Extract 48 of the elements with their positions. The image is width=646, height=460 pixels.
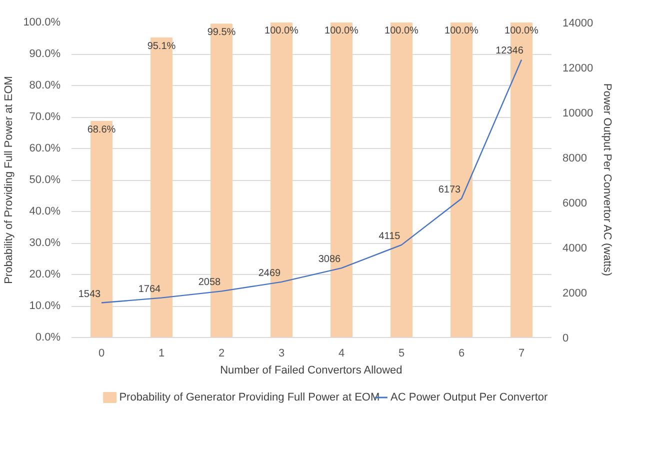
x-tick-label: 6	[458, 348, 465, 360]
y-tick-label: 60.0%	[29, 142, 61, 154]
y-tick-label: 30.0%	[29, 237, 61, 249]
data-label: 6173	[438, 184, 462, 196]
legend-label: AC Power Output Per Convertor	[390, 392, 548, 404]
x-tick-label: 3	[278, 348, 285, 360]
data-label: 3086	[318, 254, 342, 266]
data-label: 1764	[138, 284, 162, 295]
y2-tick-label: 14000	[562, 18, 594, 30]
y-tick-label: 90.0%	[29, 48, 61, 60]
x-tick-label: 7	[518, 348, 525, 360]
data-label: 12346	[496, 46, 524, 57]
y-tick-label: 100.0%	[23, 16, 61, 28]
data-label: 100.0%	[504, 26, 539, 36]
data-label: 99.5%	[207, 27, 236, 38]
data-label: 100.0%	[384, 26, 419, 36]
y-tick-label: 20.0%	[29, 268, 61, 280]
y2-tick-label: 10000	[562, 108, 594, 120]
y2-tick-label: 6000	[562, 198, 587, 210]
y2-tick-label: 4000	[562, 242, 587, 254]
x-tick-label: 0	[98, 348, 105, 360]
y-axis-title: Probability of Providing Full Power at EOM	[3, 76, 16, 284]
y2-tick-label: 2000	[562, 288, 587, 300]
data-label: 68.6%	[87, 124, 116, 136]
y-tick-label: 70.0%	[29, 111, 61, 123]
y2-tick-label: 0	[562, 332, 569, 344]
y-tick-label: 40.0%	[29, 206, 61, 218]
y2-tick-label: 12000	[562, 62, 594, 74]
data-label: 100.0%	[324, 26, 359, 36]
data-label: 4115	[378, 230, 401, 242]
y-tick-label: 80.0%	[29, 80, 61, 92]
x-tick-label: 2	[218, 348, 225, 360]
data-label: 100.0%	[444, 26, 479, 36]
x-axis-title: Number of Failed Convertors Allowed	[220, 364, 402, 376]
data-label: 100.0%	[264, 26, 299, 36]
data-label: 1543	[78, 288, 102, 300]
y2-axis-title: Power Output Per Convertor AC (watts)	[601, 83, 614, 276]
legend-label: Probability of Generator Providing Full Power at EOM	[119, 392, 380, 404]
data-label: 2469	[258, 268, 282, 279]
data-label: 2058	[198, 277, 222, 288]
y-tick-label: 50.0%	[29, 174, 61, 186]
x-tick-label: 5	[398, 348, 405, 360]
y2-tick-label: 8000	[562, 152, 587, 164]
y-tick-label: 0.0%	[35, 332, 61, 344]
y-tick-label: 10.0%	[29, 300, 61, 312]
x-tick-label: 4	[338, 348, 345, 360]
data-label: 95.1%	[147, 40, 176, 52]
x-tick-label: 1	[158, 348, 165, 360]
